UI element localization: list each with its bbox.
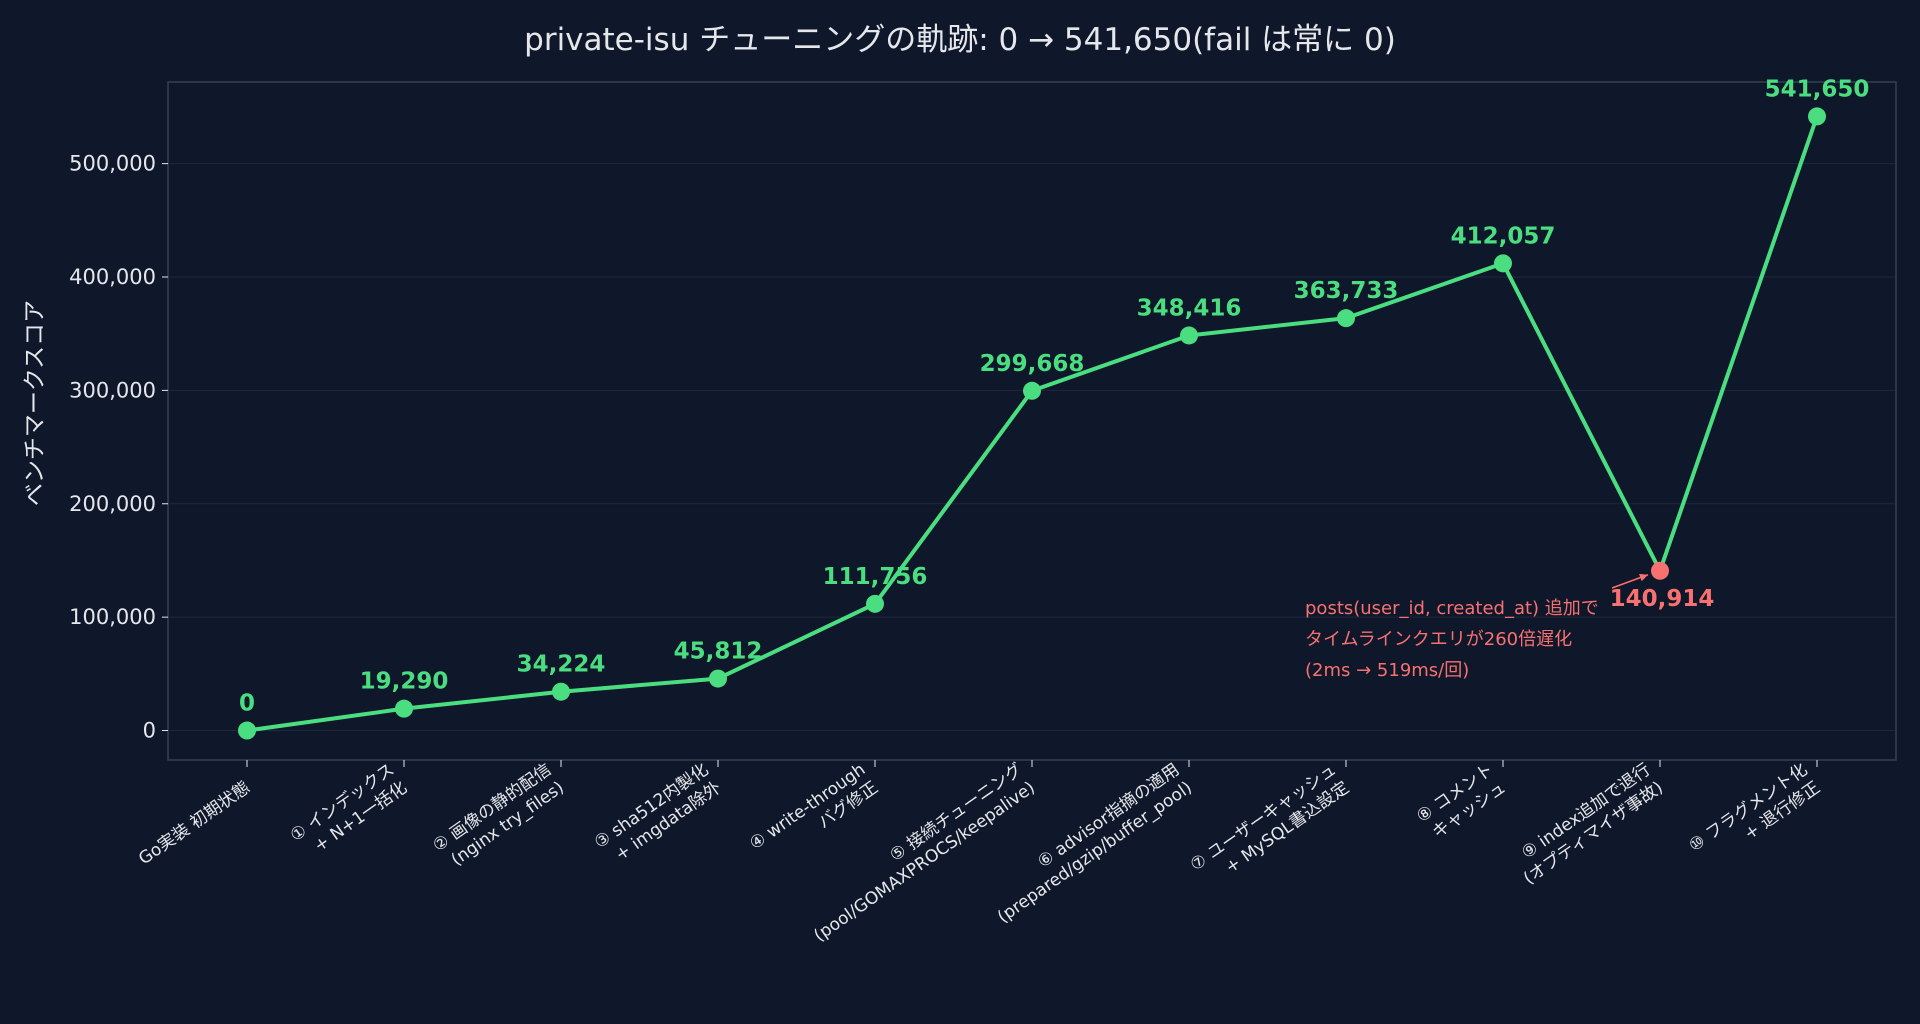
data-point bbox=[238, 721, 256, 740]
regression-annotation: posts(user_id, created_at) 追加でタイムラインクエリが… bbox=[1305, 573, 1649, 681]
chart-title: private-isu チューニングの軌跡: 0 → 541,650(fail … bbox=[524, 22, 1396, 58]
data-label: 19,290 bbox=[360, 669, 449, 695]
y-axis-label: ベンチマークスコア bbox=[22, 300, 48, 506]
data-point bbox=[1337, 309, 1355, 328]
annotation-line: posts(user_id, created_at) 追加で bbox=[1305, 598, 1599, 619]
y-axis: 0 100,000 200,000 300,000 400,000 500,000 bbox=[69, 152, 168, 743]
data-points bbox=[238, 107, 1826, 740]
data-point bbox=[1808, 107, 1826, 126]
x-tick-label-line: Go実装 初期状態 bbox=[135, 778, 254, 870]
data-label: 348,416 bbox=[1137, 295, 1242, 321]
data-label: 140,914 bbox=[1610, 586, 1715, 612]
data-label: 412,057 bbox=[1451, 223, 1556, 249]
x-tick-label: ③ sha512内製化+ imgdata除外 bbox=[591, 760, 725, 871]
y-tick-label: 100,000 bbox=[69, 605, 156, 629]
data-label: 111,756 bbox=[823, 564, 928, 590]
data-label: 34,224 bbox=[517, 652, 606, 678]
data-point bbox=[552, 682, 570, 701]
grid-lines bbox=[168, 163, 1896, 732]
x-tick-label: ⑨ index追加で退行(オプティマイザ事故) bbox=[1507, 760, 1666, 889]
x-tick-label: ⑧ コメントキャッシュ bbox=[1413, 760, 1510, 845]
y-tick-label: 400,000 bbox=[69, 265, 156, 289]
annotation-arrowhead bbox=[1639, 573, 1648, 582]
y-tick-label: 200,000 bbox=[69, 492, 156, 516]
x-tick-label: ④ write-throughバグ修正 bbox=[746, 760, 882, 873]
x-tick-label: ① インデックス+ N+1一括化 bbox=[286, 759, 411, 864]
data-label: 541,650 bbox=[1765, 76, 1870, 102]
data-label: 0 bbox=[239, 691, 255, 717]
data-label: 299,668 bbox=[980, 351, 1085, 377]
x-axis: Go実装 初期状態 ① インデックス+ N+1一括化 ② 画像の静的配信(nginx… bbox=[135, 759, 1824, 946]
data-point bbox=[395, 699, 413, 718]
x-tick-label: ② 画像の静的配信(nginx try_files) bbox=[429, 760, 567, 875]
x-tick-label: Go実装 初期状態 bbox=[135, 778, 254, 870]
data-point bbox=[1023, 381, 1041, 400]
data-label: 45,812 bbox=[674, 639, 763, 665]
data-point bbox=[1180, 326, 1198, 345]
data-point bbox=[866, 594, 884, 613]
y-tick-label: 0 bbox=[143, 719, 156, 743]
annotation-line: タイムラインクエリが260倍遅化 bbox=[1305, 629, 1572, 650]
plot-frame bbox=[167, 81, 1897, 761]
data-labels: 0 19,290 34,224 45,812 111,756 299,668 348,416… bbox=[239, 76, 1869, 716]
data-label: 363,733 bbox=[1294, 278, 1399, 304]
x-tick-label: ⑩ フラグメント化+ 退行修正 bbox=[1685, 760, 1823, 875]
y-tick-label: 300,000 bbox=[69, 378, 156, 402]
data-point bbox=[709, 669, 727, 688]
data-point bbox=[1651, 561, 1669, 580]
data-point bbox=[1494, 254, 1512, 273]
annotation-line: (2ms → 519ms/回) bbox=[1305, 660, 1469, 681]
series-line bbox=[246, 115, 1819, 733]
y-tick-label: 500,000 bbox=[69, 152, 156, 176]
x-tick-label: ⑦ ユーザーキャッシュ+ MySQL書込設定 bbox=[1187, 760, 1353, 894]
